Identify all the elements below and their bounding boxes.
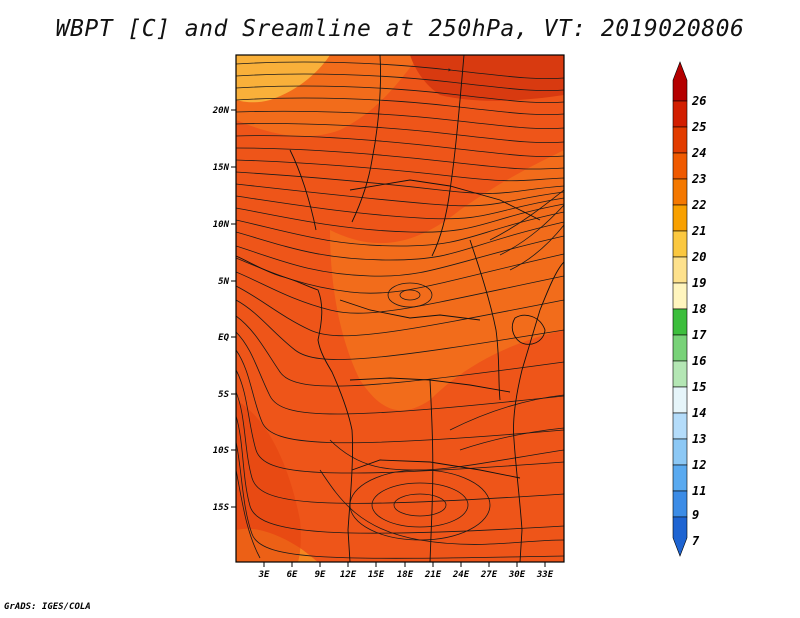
- lat-tick: 15N: [213, 163, 236, 173]
- lat-tick: EQ: [218, 333, 236, 343]
- border-4: [339, 299, 481, 321]
- colorbar-swatch: [672, 516, 688, 557]
- lon-tick: 18E: [397, 562, 414, 580]
- svg-text:30E: 30E: [508, 570, 526, 580]
- colorbar-swatch: [672, 412, 688, 440]
- shading-hot-ne: [410, 55, 564, 101]
- colorbar-swatch: [672, 386, 688, 414]
- lon-tick: 15E: [368, 562, 385, 580]
- colorbar-swatch: [672, 230, 688, 258]
- colorbar-swatch: [672, 334, 688, 362]
- lat-tick: 20N: [212, 106, 236, 116]
- colorbar-swatch: [672, 360, 688, 388]
- svg-text:15S: 15S: [213, 503, 230, 513]
- lat-tick: 15S: [213, 503, 236, 513]
- grads-credit: GrADS: IGES/COLA: [4, 602, 91, 612]
- shading-warm-band: [330, 150, 564, 411]
- colorbar-label: 20: [691, 250, 706, 264]
- colorbar-label: 9: [692, 508, 699, 522]
- lake-victoria: [511, 314, 546, 345]
- lon-tick: 6E: [287, 562, 298, 580]
- colorbar-label: 14: [692, 406, 706, 420]
- colorbar-swatch: [672, 100, 688, 128]
- colorbar-label: 24: [691, 146, 706, 160]
- svg-text:15N: 15N: [213, 163, 230, 173]
- colorbar-swatch: [672, 464, 688, 492]
- svg-text:6E: 6E: [287, 570, 298, 580]
- colorbar-swatch: [672, 438, 688, 466]
- border-1: [351, 55, 381, 223]
- lat-tick: 10N: [213, 220, 236, 230]
- svg-text:27E: 27E: [480, 570, 498, 580]
- lat-tick: 10S: [213, 446, 236, 456]
- colorbar-label: 25: [691, 120, 706, 134]
- svg-text:12E: 12E: [340, 570, 357, 580]
- lon-tick: 33E: [536, 562, 554, 580]
- lon-axis: 3E 6E 9E 12E 15E 18E 21E 24E 27E 30E 33E: [258, 562, 554, 580]
- lon-tick: 27E: [480, 562, 498, 580]
- colorbar-label: 23: [691, 172, 706, 186]
- border-8: [289, 149, 317, 231]
- lat-axis: 20N 15N 10N 5N EQ 5S 10S 15S: [212, 106, 236, 513]
- svg-text:21E: 21E: [424, 570, 442, 580]
- svg-text:18E: 18E: [397, 570, 414, 580]
- svg-text:5S: 5S: [218, 390, 229, 400]
- country-borders: [236, 55, 564, 562]
- svg-text:10S: 10S: [213, 446, 230, 456]
- colorbar-label: 7: [692, 534, 700, 548]
- map-frame: [235, 54, 565, 563]
- colorbar-swatch: [672, 204, 688, 232]
- colorbar-label: 12: [692, 458, 706, 472]
- lon-tick: 24E: [452, 562, 470, 580]
- border-2: [431, 55, 465, 257]
- colorbar-swatch: [672, 178, 688, 206]
- colorbar-swatch: [672, 308, 688, 336]
- colorbar-swatch: [672, 126, 688, 154]
- colorbar-label: 17: [692, 328, 707, 342]
- svg-text:10N: 10N: [213, 220, 230, 230]
- colorbar-label: 22: [691, 198, 706, 212]
- lon-tick: 21E: [424, 562, 442, 580]
- lon-tick: 3E: [258, 562, 270, 580]
- svg-text:15E: 15E: [368, 570, 385, 580]
- colorbar-label: 19: [692, 276, 706, 290]
- colorbar-swatch: [672, 152, 688, 180]
- shading-south-hot: [236, 400, 301, 562]
- wbpt-shading: [236, 55, 564, 562]
- coastline-east: [513, 261, 564, 562]
- colorbar: 26 25 24 23 22 21 20 19 18 17 16 15 14 13 12 11 9 7: [672, 61, 707, 557]
- border-3: [349, 179, 541, 221]
- coastline-west: [236, 255, 353, 562]
- colorbar-swatch: [672, 490, 688, 518]
- svg-text:20N: 20N: [212, 106, 230, 116]
- border-6: [351, 459, 521, 479]
- colorbar-label: 18: [692, 302, 706, 316]
- shading-north-cool: [236, 55, 330, 103]
- svg-text:33E: 33E: [536, 570, 554, 580]
- svg-text:9E: 9E: [315, 570, 326, 580]
- border-7: [429, 379, 434, 562]
- colorbar-swatch: [672, 61, 688, 102]
- colorbar-swatch: [672, 282, 688, 310]
- svg-text:3E: 3E: [258, 570, 270, 580]
- svg-text:5N: 5N: [218, 277, 229, 287]
- colorbar-label: 13: [692, 432, 706, 446]
- lon-tick: 12E: [340, 562, 357, 580]
- chart-title: WBPT [C] and Sreamline at 250hPa, VT: 20…: [55, 16, 745, 42]
- colorbar-label: 16: [692, 354, 706, 368]
- lat-tick: 5S: [218, 390, 236, 400]
- svg-text:EQ: EQ: [218, 333, 229, 343]
- colorbar-label: 26: [691, 94, 706, 108]
- colorbar-label: 15: [692, 380, 706, 394]
- colorbar-label: 21: [691, 224, 706, 238]
- colorbar-swatch: [672, 256, 688, 284]
- colorbar-label: 11: [692, 484, 706, 498]
- lon-tick: 9E: [315, 562, 326, 580]
- lat-tick: 5N: [218, 277, 236, 287]
- lon-tick: 30E: [508, 562, 526, 580]
- svg-text:24E: 24E: [452, 570, 470, 580]
- border-9: [469, 239, 501, 401]
